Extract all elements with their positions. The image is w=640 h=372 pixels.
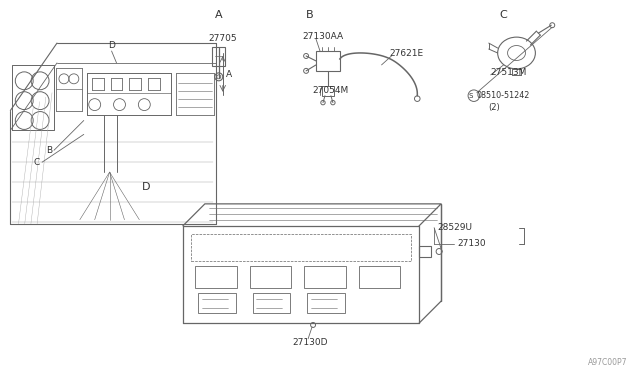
Bar xyxy=(419,246,431,257)
Text: 27130AA: 27130AA xyxy=(302,32,343,41)
Bar xyxy=(253,293,290,313)
Bar xyxy=(198,293,236,313)
Bar xyxy=(307,293,345,313)
Bar xyxy=(322,86,334,96)
Bar xyxy=(304,266,346,288)
Text: 27130D: 27130D xyxy=(292,338,328,347)
Text: A: A xyxy=(226,70,232,79)
Text: A97C00P7: A97C00P7 xyxy=(588,358,628,367)
Text: 08510-51242: 08510-51242 xyxy=(477,91,530,100)
Bar xyxy=(250,266,291,288)
Text: C: C xyxy=(34,158,40,167)
Text: 27130: 27130 xyxy=(457,239,486,248)
Text: D: D xyxy=(142,182,150,192)
Text: S: S xyxy=(468,93,473,99)
Text: 27621E: 27621E xyxy=(390,48,424,58)
Bar xyxy=(191,234,412,262)
Bar xyxy=(316,51,340,71)
Text: 27054M: 27054M xyxy=(312,86,348,95)
Text: A: A xyxy=(215,10,223,20)
Bar xyxy=(195,266,237,288)
Text: (2): (2) xyxy=(489,103,500,112)
Text: 27513M: 27513M xyxy=(491,68,527,77)
Text: B: B xyxy=(307,10,314,20)
Bar xyxy=(358,266,401,288)
Text: 27705: 27705 xyxy=(209,33,237,43)
Text: B: B xyxy=(46,146,52,155)
Text: 28529U: 28529U xyxy=(437,223,472,232)
Text: C: C xyxy=(500,10,508,20)
Text: D: D xyxy=(108,41,115,49)
